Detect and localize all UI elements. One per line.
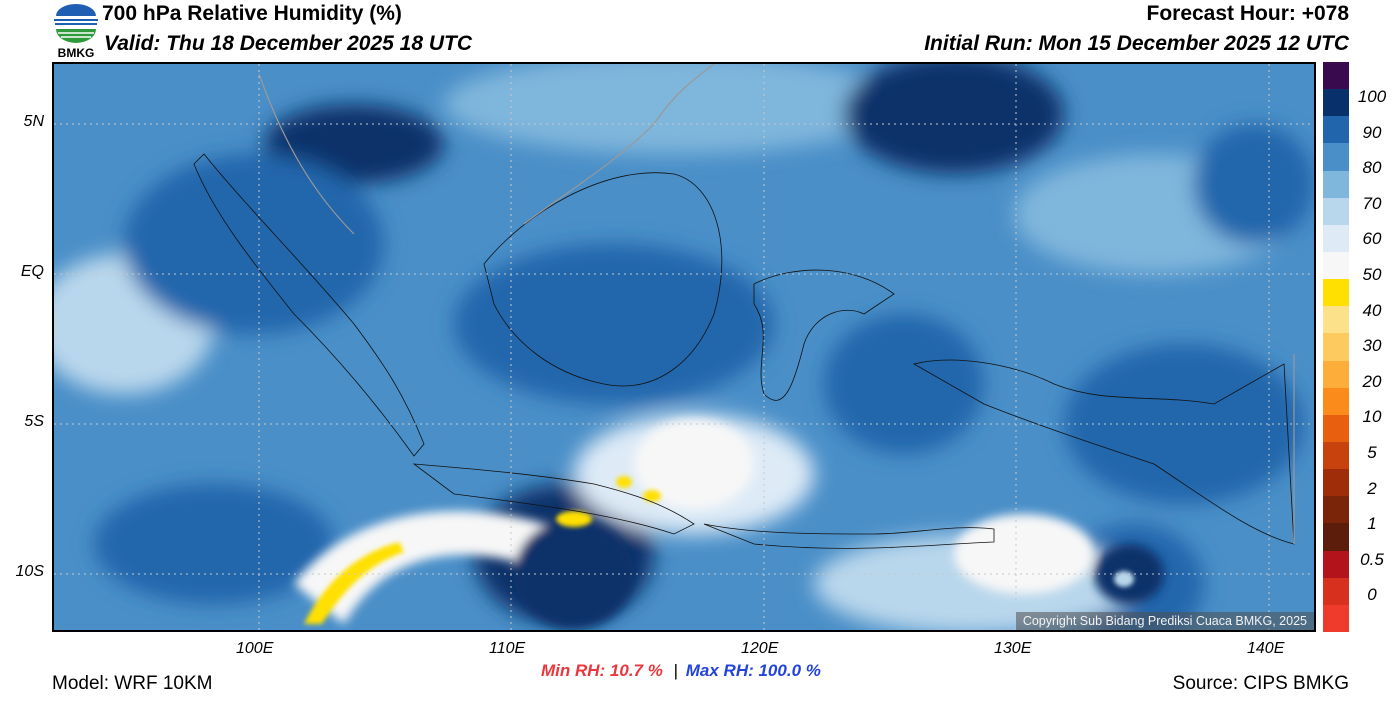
colorbar-swatch [1323,414,1349,443]
colorbar-swatch [1323,170,1349,199]
lon-label-140e: 140E [1247,640,1285,657]
colorbar-swatch [1323,360,1349,389]
chart-title: 700 hPa Relative Humidity (%) [102,2,402,25]
colorbar-label: 40 [1362,300,1382,320]
max-rh: Max RH: 100.0 % [685,661,821,680]
forecast-hour: Forecast Hour: +078 [1146,2,1350,25]
lat-label-5s: 5S [24,413,44,430]
colorbar-swatch [1323,252,1349,280]
colorbar-swatch [1323,387,1349,416]
valid-time: Valid: Thu 18 December 2025 18 UTC [104,32,473,55]
lat-label-10s: 10S [15,563,44,580]
colorbar-label: 2 [1367,478,1377,498]
humidity-field [54,64,1314,630]
colorbar-label: 80 [1362,158,1382,178]
lon-label-120e: 120E [741,640,779,657]
colorbar-labels: 100 90 80 70 60 50 40 30 20 10 5 2 1 0.5 0 [1348,62,1398,642]
stats-line: Min RH: 10.7 % | Max RH: 100.0 % [541,661,821,681]
initial-run: Initial Run: Mon 15 December 2025 12 UTC [924,32,1349,55]
colorbar-swatch [1323,577,1349,606]
colorbar-label: 10 [1362,407,1382,427]
colorbar-swatch [1323,279,1349,307]
colorbar-label: 20 [1362,371,1382,391]
colorbar-swatch [1323,496,1349,524]
colorbar-swatch [1323,604,1349,633]
colorbar-label: 90 [1362,122,1382,142]
source-label: Source: CIPS BMKG [1172,673,1349,694]
colorbar-label: 0 [1367,585,1377,605]
colorbar-swatch [1323,306,1349,334]
model-label: Model: WRF 10KM [52,673,213,694]
colorbar-swatch [1323,333,1349,362]
humidity-map[interactable]: Copyright Sub Bidang Prediksi Cuaca BMKG… [52,62,1316,632]
graticule [54,64,1314,630]
colorbar-swatch [1323,89,1349,117]
colorbar-swatch [1323,523,1349,552]
colorbar [1323,62,1349,633]
colorbar-label: 60 [1362,229,1382,249]
lon-label-110e: 110E [489,640,526,657]
colorbar-label: 50 [1362,265,1382,284]
lon-label-130e: 130E [994,640,1032,657]
colorbar-label: 5 [1367,443,1377,462]
min-rh: Min RH: 10.7 % [541,661,663,680]
colorbar-swatch [1323,62,1349,90]
colorbar-label: 1 [1367,514,1377,534]
logo-text: BMKG [57,46,95,60]
colorbar-label: 0.5 [1360,549,1384,569]
bmkg-emblem-icon [54,4,98,43]
stats-separator: | [673,661,679,680]
colorbar-swatch [1323,143,1349,172]
lat-label-5n: 5N [23,113,44,130]
colorbar-swatch [1323,469,1349,497]
colorbar-swatch [1323,442,1349,470]
colorbar-swatch [1323,550,1349,579]
colorbar-swatch [1323,197,1349,226]
colorbar-swatch [1323,116,1349,144]
bmkg-logo: BMKG [52,2,100,60]
lon-label-100e: 100E [236,640,274,657]
copyright-notice: Copyright Sub Bidang Prediksi Cuaca BMKG… [1015,612,1314,630]
colorbar-label: 30 [1362,336,1382,356]
borders [258,64,1295,544]
colorbar-label: 100 [1357,87,1387,106]
coastlines [193,153,1295,549]
colorbar-label: 70 [1362,193,1382,213]
lat-label-eq: EQ [20,263,44,280]
colorbar-swatch [1323,224,1349,253]
